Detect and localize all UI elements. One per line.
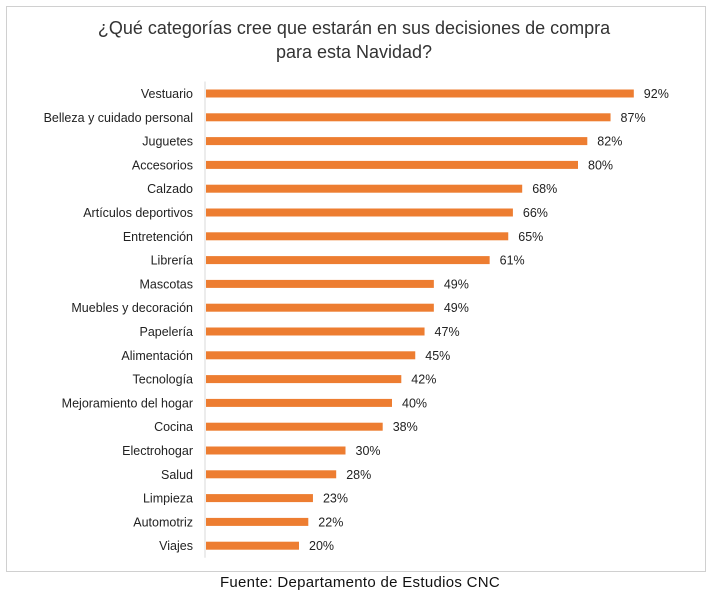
category-tick-label: Alimentación [121, 349, 193, 363]
data-label: 65% [518, 230, 543, 244]
category-tick-label: Electrohogar [122, 444, 193, 458]
bar [206, 137, 588, 146]
data-label: 42% [411, 373, 436, 387]
bar [206, 160, 578, 169]
data-label: 49% [444, 277, 469, 291]
bar [206, 113, 611, 122]
category-tick-label: Vestuario [141, 87, 193, 101]
data-label: 40% [402, 396, 427, 410]
bar [206, 351, 416, 360]
bar [206, 89, 634, 98]
data-label: 28% [346, 468, 371, 482]
data-label: 80% [588, 158, 613, 172]
category-tick-label: Entretención [123, 230, 193, 244]
bar [206, 398, 392, 407]
category-tick-label: Salud [161, 468, 193, 482]
data-label: 30% [356, 444, 381, 458]
bar [206, 327, 425, 336]
data-label: 38% [393, 420, 418, 434]
category-tick-label: Papelería [139, 325, 193, 339]
bar [206, 184, 523, 193]
data-label: 68% [532, 182, 557, 196]
bar [206, 470, 337, 479]
category-tick-label: Accesorios [132, 158, 193, 172]
category-tick-label: Cocina [154, 420, 193, 434]
data-label: 61% [500, 254, 525, 268]
bar [206, 303, 434, 312]
category-tick-label: Limpieza [143, 492, 193, 506]
data-label: 23% [323, 492, 348, 506]
bar [206, 208, 513, 217]
category-tick-label: Juguetes [142, 135, 193, 149]
data-label: 45% [425, 349, 450, 363]
bar [206, 232, 509, 241]
data-label: 92% [644, 87, 669, 101]
category-tick-label: Tecnología [133, 373, 194, 387]
data-label: 66% [523, 206, 548, 220]
bar [206, 279, 434, 288]
data-label: 82% [597, 135, 622, 149]
category-tick-label: Mejoramiento del hogar [62, 396, 193, 410]
data-label: 49% [444, 301, 469, 315]
category-tick-label: Viajes [159, 539, 193, 553]
category-tick-label: Muebles y decoración [71, 301, 193, 315]
data-label: 20% [309, 539, 334, 553]
bar-chart: Vestuario 92% Belleza y cuidado personal 87… [44, 81, 669, 558]
bar [206, 422, 383, 431]
bar [206, 375, 402, 384]
bar [206, 494, 313, 503]
data-label: 87% [621, 111, 646, 125]
category-tick-label: Belleza y cuidado personal [44, 111, 193, 125]
category-tick-label: Calzado [147, 182, 193, 196]
source-note: Fuente: Departamento de Estudios CNC [219, 574, 501, 591]
data-label: 22% [318, 515, 343, 529]
category-tick-label: Artículos deportivos [83, 206, 193, 220]
bar [206, 517, 309, 526]
category-tick-label: Mascotas [140, 277, 194, 291]
bar [206, 446, 346, 455]
data-label: 47% [435, 325, 460, 339]
bar [206, 541, 299, 550]
bar [206, 256, 490, 265]
chart-title: ¿Qué categorías cree que estarán en sus … [97, 18, 611, 62]
category-tick-label: Automotriz [133, 515, 193, 529]
category-tick-label: Librería [151, 254, 193, 268]
chart-frame [6, 6, 706, 572]
